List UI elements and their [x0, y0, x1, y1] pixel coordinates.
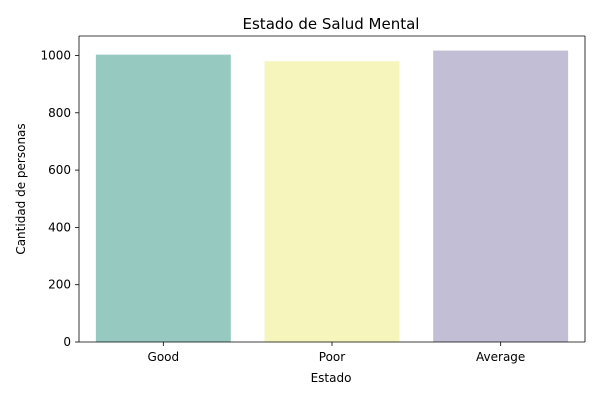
x-tick-label: Average: [476, 350, 525, 364]
bar-poor: [264, 61, 400, 343]
bar-good: [95, 54, 231, 342]
y-tick-label: 0: [63, 335, 71, 349]
axis-spines: [78, 35, 586, 343]
y-axis-ticks: 0 200 400 600 800 1000: [40, 48, 79, 349]
x-tick-label: Good: [148, 350, 180, 364]
y-tick-label: 400: [48, 220, 71, 234]
x-tick-label: Poor: [319, 350, 345, 364]
y-tick-label: 600: [48, 163, 71, 177]
y-tick-label: 200: [48, 278, 71, 292]
y-axis-label: Cantidad de personas: [14, 123, 28, 254]
bars-group: [95, 50, 569, 343]
y-tick-label: 1000: [40, 48, 71, 62]
bar-average: [433, 50, 569, 342]
x-axis-label: Estado: [311, 371, 352, 385]
x-axis-ticks: Good Poor Average: [148, 342, 525, 364]
chart-title: Estado de Salud Mental: [243, 15, 420, 33]
y-tick-label: 800: [48, 106, 71, 120]
